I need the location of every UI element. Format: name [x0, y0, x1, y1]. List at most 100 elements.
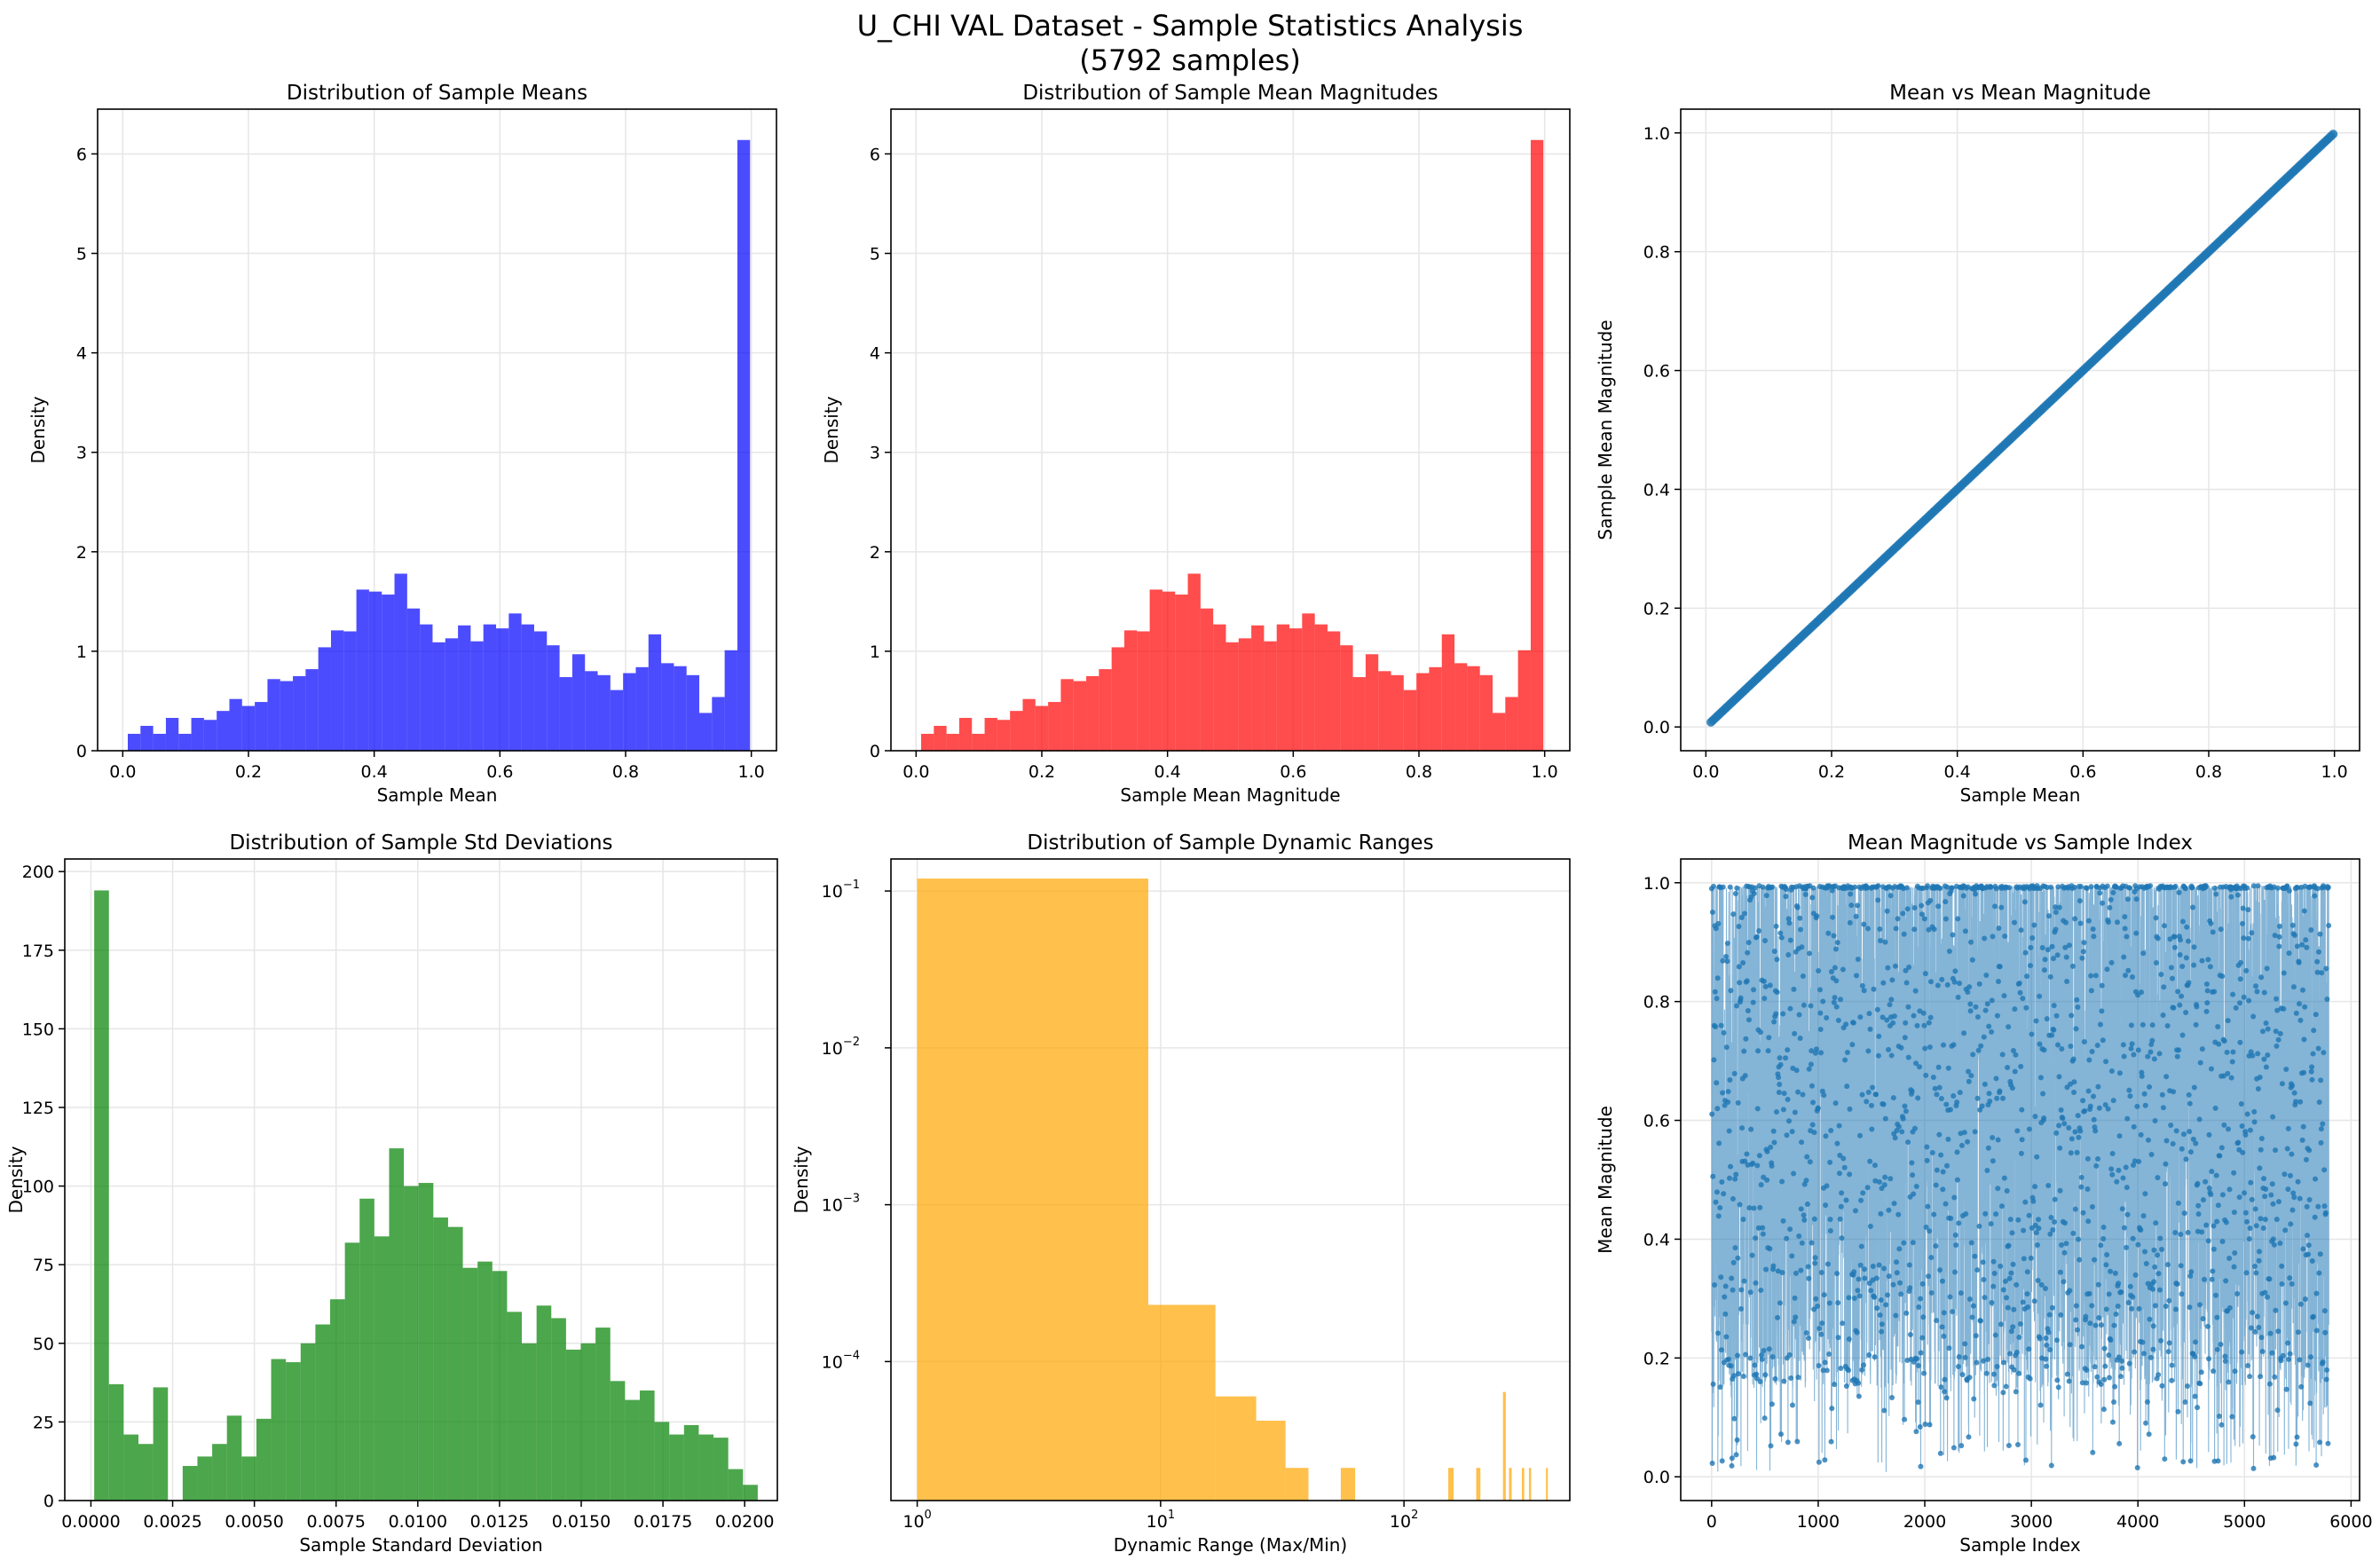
series-marker [2213, 1172, 2219, 1178]
series-marker [1907, 1285, 1913, 1291]
series-marker [1834, 1140, 1840, 1146]
x-tick-label: 0.4 [1944, 762, 1971, 782]
series-marker [1802, 892, 1809, 898]
histogram-bar [1073, 681, 1087, 751]
series-marker [1945, 1065, 1951, 1071]
series-marker [2075, 1005, 2081, 1011]
series-marker [1784, 1132, 1790, 1139]
series-marker [2005, 1304, 2011, 1311]
series-marker [2059, 1045, 2065, 1052]
plot-area [94, 890, 758, 1501]
series-marker [1940, 1186, 1946, 1193]
series-marker [2180, 1131, 2187, 1138]
series-marker [2139, 989, 2145, 996]
series-marker [1886, 1046, 1892, 1052]
series-marker [1757, 1204, 1763, 1210]
x-tick-exponent: 0 [925, 1509, 932, 1522]
series-marker [2309, 1076, 2315, 1083]
series-marker [2142, 1191, 2148, 1197]
series-marker [2221, 1122, 2227, 1128]
series-marker [2163, 1161, 2169, 1167]
series-marker [1876, 1033, 1882, 1039]
series-marker [2301, 1036, 2307, 1043]
series-marker [1966, 1434, 1972, 1440]
series-marker [1710, 1381, 1716, 1387]
series-marker [2114, 1178, 2120, 1185]
series-marker [2106, 1352, 2112, 1359]
series-marker [1733, 1003, 1739, 1009]
series-marker [2172, 1306, 2179, 1312]
series-marker [1878, 938, 1884, 944]
series-marker [2321, 1308, 2328, 1314]
series-marker [1847, 919, 1853, 926]
series-marker [1911, 1013, 1917, 1019]
series-marker [2248, 1325, 2254, 1331]
y-tick-label: 1.0 [1643, 124, 1670, 144]
series-marker [2234, 1291, 2241, 1297]
series-marker [1712, 1281, 1718, 1288]
series-marker [1939, 976, 1945, 982]
series-marker [1953, 1242, 1959, 1249]
series-marker [2179, 1146, 2185, 1152]
series-marker [1886, 1273, 1892, 1280]
series-marker [2186, 1091, 2192, 1098]
series-marker [1806, 1066, 1812, 1072]
series-marker [2289, 1207, 2296, 1213]
series-marker [1725, 1099, 1731, 1105]
series-marker [2057, 1145, 2063, 1151]
histogram-bar [712, 697, 725, 751]
series-marker [2092, 1257, 2098, 1263]
series-marker [1942, 1389, 1948, 1395]
series-marker [1777, 1082, 1783, 1088]
series-marker [2315, 1203, 2321, 1209]
series-marker [2131, 1123, 2137, 1130]
series-marker [2031, 922, 2037, 928]
histogram-bar [1391, 674, 1404, 751]
series-marker [2056, 904, 2062, 910]
histogram-bar [686, 674, 700, 751]
histogram-bar [648, 634, 662, 751]
series-marker [1920, 1010, 1927, 1016]
series-marker [1787, 1226, 1793, 1233]
series-marker [2053, 926, 2059, 933]
series-marker [1861, 988, 1867, 994]
series-marker [2084, 1367, 2090, 1373]
series-marker [1913, 1183, 1919, 1189]
series-marker [2135, 1047, 2141, 1053]
series-marker [1891, 1201, 1897, 1207]
series-marker [2072, 916, 2078, 922]
series-marker [2119, 1365, 2125, 1371]
series-marker [1996, 925, 2002, 931]
series-marker [2321, 1050, 2327, 1056]
series-marker [1935, 903, 1942, 910]
series-marker [1740, 960, 1746, 966]
y-axis-label: Density [821, 396, 842, 463]
series-marker [1730, 1287, 1736, 1293]
series-marker [2115, 1303, 2121, 1309]
histogram-bar [997, 720, 1011, 751]
series-marker [2084, 886, 2090, 892]
series-marker [1718, 1274, 1724, 1280]
series-marker [2016, 1370, 2022, 1376]
series-marker [2102, 1102, 2108, 1108]
series-marker [1709, 1111, 1715, 1117]
series-marker [2176, 1047, 2182, 1053]
series-marker [1791, 986, 1797, 992]
series-marker [1867, 1223, 1873, 1229]
series-marker [1777, 1300, 1783, 1306]
series-marker [2317, 1439, 2323, 1446]
x-tick-label: 0.6 [486, 762, 513, 782]
series-marker [1817, 1010, 1824, 1016]
histogram-bar [178, 733, 192, 751]
series-marker [1753, 1371, 1760, 1377]
x-axis-label: Dynamic Range (Max/Min) [1114, 1534, 1348, 1556]
series-marker [1882, 1174, 1888, 1180]
series-marker [1875, 883, 1881, 889]
series-marker [2283, 1386, 2289, 1392]
x-tick-label: 0.0 [1692, 762, 1719, 782]
histogram-bar [462, 1267, 478, 1501]
series-marker [1973, 891, 1979, 897]
series-marker [2182, 886, 2188, 892]
series-marker [2054, 1377, 2061, 1383]
series-marker [1890, 1020, 1896, 1026]
